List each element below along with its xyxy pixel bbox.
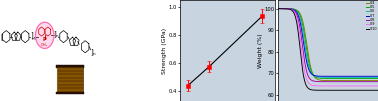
Text: CH₃: CH₃ xyxy=(41,43,48,47)
Bar xyxy=(56,92,84,94)
Legend: 0/4, 0/5, 0/6, 0/7, 0/8, 0/9, 0/10: 0/4, 0/5, 0/6, 0/7, 0/8, 0/9, 0/10 xyxy=(366,1,377,31)
Text: ]: ] xyxy=(54,30,56,37)
Bar xyxy=(56,65,84,68)
Bar xyxy=(57,66,84,93)
Text: ]: ] xyxy=(30,31,33,38)
Y-axis label: Weight (%): Weight (%) xyxy=(258,33,263,68)
Text: [: [ xyxy=(0,33,3,40)
Circle shape xyxy=(36,22,54,48)
Y-axis label: Strength (GPa): Strength (GPa) xyxy=(162,27,167,74)
Text: m: m xyxy=(31,37,36,41)
Text: ]: ] xyxy=(91,48,93,55)
Text: P: P xyxy=(43,37,46,42)
Text: n: n xyxy=(56,34,59,38)
Text: n: n xyxy=(93,52,95,56)
